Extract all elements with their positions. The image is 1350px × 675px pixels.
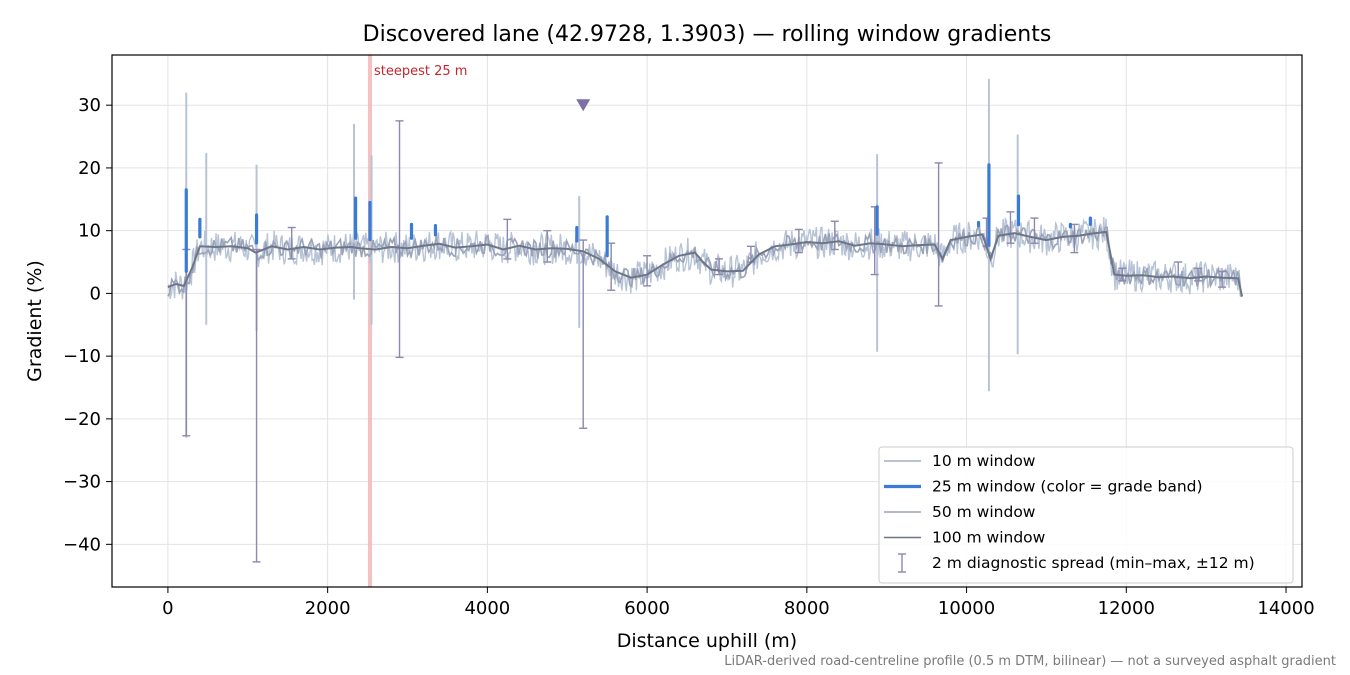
max-gradient-marker: [576, 99, 591, 112]
x-tick-label: 14000: [1257, 598, 1314, 619]
spread-bar: [252, 248, 261, 563]
spread-bar: [830, 220, 839, 251]
x-tick-label: 4000: [464, 598, 510, 619]
legend-swatch-spread: [898, 553, 906, 573]
spread-bar: [934, 162, 943, 307]
spread-bar: [1006, 211, 1015, 244]
spread-bar: [1030, 217, 1039, 244]
y-tick-label: 10: [78, 221, 101, 242]
steepest-segment-marker: [367, 55, 372, 587]
y-axis-title: Gradient (%): [24, 260, 46, 382]
legend-entry-w25: 25 m window (color = grade band): [884, 478, 1203, 496]
legend: 10 m window 25 m window (color = grade b…: [878, 446, 1294, 584]
legend-box: [878, 446, 1294, 584]
y-tick-label: −30: [63, 472, 101, 493]
x-axis-title: Distance uphill (m): [617, 630, 797, 652]
spread-bar: [287, 226, 296, 260]
legend-entry-w100: 100 m window: [884, 529, 1046, 547]
y-tick-label: 20: [78, 158, 101, 179]
spread-bar: [1194, 267, 1203, 282]
legend-label-w25: 25 m window (color = grade band): [932, 478, 1203, 496]
y-tick-label: −20: [63, 409, 101, 430]
spread-bar: [579, 239, 588, 429]
legend-label-w50: 50 m window: [932, 503, 1036, 521]
y-tick-label: 30: [78, 95, 101, 116]
steepest-label: steepest 25 m: [374, 64, 467, 79]
series-100m-window: [167, 230, 1244, 297]
legend-label-spread: 2 m diagnostic spread (min–max, ±12 m): [932, 554, 1255, 572]
x-tick-label: 0: [162, 598, 173, 619]
x-tick-label: 8000: [784, 598, 830, 619]
series-25m-window: [184, 163, 1092, 273]
legend-entry-w50: 50 m window: [884, 503, 1036, 521]
chart-title: Discovered lane (42.9728, 1.3903) — roll…: [363, 22, 1052, 47]
footnote: LiDAR-derived road-centreline profile (0…: [724, 654, 1336, 669]
y-axis: −40 −30 −20 −10 0 10 20 30: [63, 95, 112, 555]
spread-bar: [643, 255, 652, 287]
spread-bar: [794, 228, 803, 254]
spread-bar: [1218, 270, 1227, 288]
spread-bar: [543, 229, 552, 263]
x-tick-label: 6000: [624, 598, 670, 619]
y-tick-label: 0: [90, 283, 101, 304]
x-tick-label: 12000: [1098, 598, 1155, 619]
legend-label-w100: 100 m window: [932, 529, 1046, 547]
y-tick-label: −40: [63, 534, 101, 555]
legend-entry-spread: 2 m diagnostic spread (min–max, ±12 m): [898, 553, 1255, 573]
y-tick-label: −10: [63, 346, 101, 367]
spread-bar: [714, 258, 723, 276]
x-axis: 0 2000 4000 6000 8000 10000 12000 14000: [162, 587, 1315, 619]
legend-label-w10: 10 m window: [932, 452, 1036, 470]
series-2m-diagnostic-spread: [182, 120, 1227, 563]
x-tick-label: 10000: [938, 598, 995, 619]
series-100m-line: [167, 230, 1244, 297]
spread-bar: [395, 120, 404, 359]
series-10m-window: [167, 78, 1242, 438]
legend-entry-w10: 10 m window: [884, 452, 1036, 470]
spread-bar: [503, 218, 512, 260]
plot-area: [111, 54, 1303, 588]
x-tick-label: 2000: [305, 598, 351, 619]
